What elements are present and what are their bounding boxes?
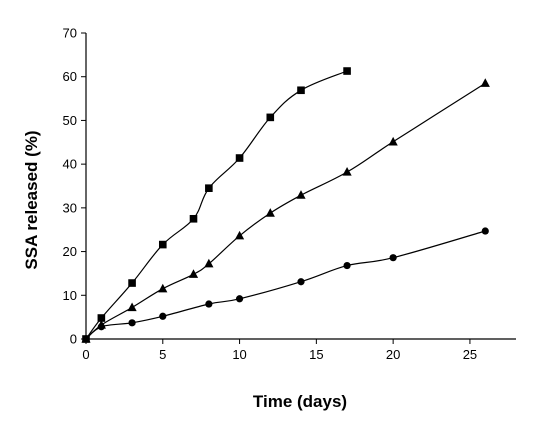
series-line (85, 82, 486, 340)
data-point-square (235, 154, 244, 162)
data-point-triangle (388, 136, 398, 146)
data-point-triangle (188, 269, 199, 278)
x-tick-label: 10 (232, 347, 246, 362)
data-point-circle (235, 295, 244, 303)
x-axis-ticks: 0 5 10 15 20 25 (82, 339, 477, 362)
data-point-circle (82, 335, 90, 343)
data-point-triangle (480, 78, 490, 87)
y-tick-label: 70 (63, 26, 77, 41)
data-point-square (297, 86, 305, 95)
data-point-circle (343, 261, 351, 270)
y-tick-label: 50 (63, 113, 77, 128)
y-axis-ticks: 0 10 20 30 40 50 60 70 (63, 26, 86, 347)
x-tick-label: 20 (386, 347, 400, 362)
data-point-triangle (204, 258, 214, 268)
data-point-circle (97, 323, 105, 331)
data-point-triangle (234, 230, 245, 240)
data-point-triangle (158, 283, 168, 293)
x-tick-label: 25 (463, 347, 477, 362)
data-point-square (205, 184, 213, 192)
data-point-circle (389, 254, 397, 262)
y-tick-label: 60 (63, 69, 77, 84)
data-point-square (266, 113, 275, 122)
x-axis-title: Time (days) (253, 392, 347, 411)
y-tick-label: 30 (63, 200, 77, 215)
series-triangle (81, 78, 490, 343)
data-point-square (97, 314, 106, 322)
series-line (85, 70, 348, 340)
series-layer (81, 67, 490, 343)
data-point-circle (481, 227, 489, 235)
y-tick-label: 0 (70, 332, 77, 347)
data-point-circle (128, 319, 136, 327)
x-tick-label: 15 (309, 347, 323, 362)
y-tick-label: 40 (63, 157, 77, 172)
y-axis-title: SSA released (%) (22, 130, 41, 269)
y-tick-label: 20 (63, 244, 77, 259)
series-line (85, 230, 486, 340)
data-point-triangle (127, 302, 137, 312)
data-point-square (343, 67, 351, 75)
data-point-circle (159, 312, 167, 320)
x-tick-label: 5 (159, 347, 166, 362)
data-point-triangle (265, 208, 275, 217)
data-point-square (158, 240, 167, 249)
axes (85, 33, 516, 340)
data-point-circle (297, 278, 305, 286)
data-point-square (128, 279, 136, 287)
data-point-triangle (296, 190, 306, 199)
series-circle (82, 227, 489, 343)
x-tick-label: 0 (82, 347, 89, 362)
data-point-square (189, 214, 198, 223)
data-point-triangle (342, 167, 352, 176)
series-square (82, 67, 351, 343)
y-tick-label: 10 (63, 288, 77, 303)
data-point-circle (205, 300, 213, 308)
